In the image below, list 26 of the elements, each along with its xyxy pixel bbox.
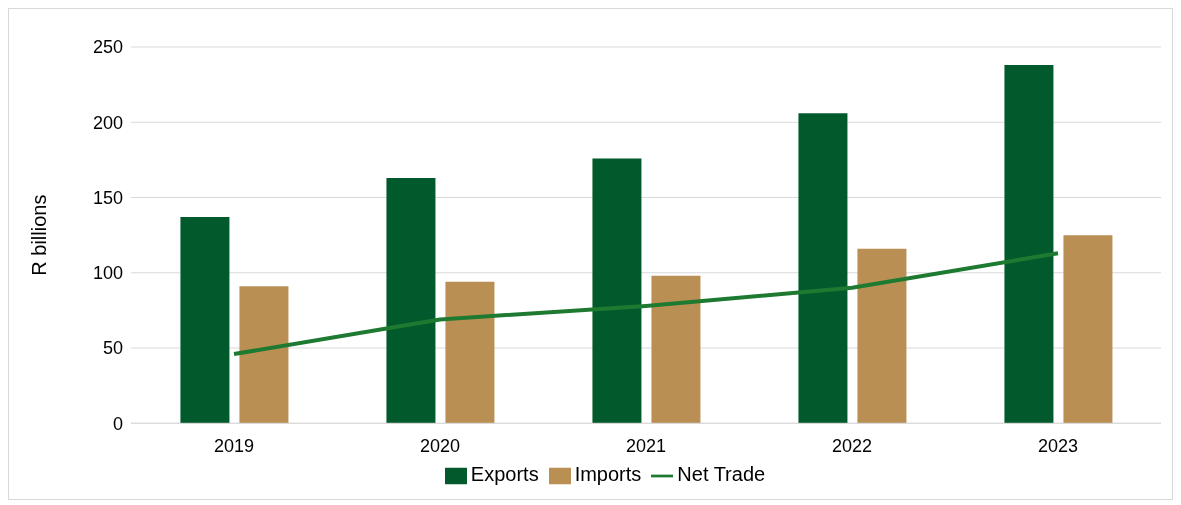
- x-tick-label: 2023: [1037, 436, 1079, 457]
- x-tick-label: 2021: [625, 436, 667, 457]
- bar: [239, 286, 289, 424]
- bar: [592, 158, 642, 424]
- legend-label: Imports: [574, 463, 642, 486]
- y-tick-label: 200: [92, 112, 123, 133]
- bar: [386, 177, 436, 424]
- line-series: [232, 251, 1060, 357]
- y-axis-title: R billions: [28, 194, 51, 276]
- legend-label: Exports: [470, 463, 539, 486]
- y-tick-label: 150: [92, 187, 123, 208]
- x-tick-label: 2019: [213, 436, 255, 457]
- x-tick-label: 2020: [419, 436, 461, 457]
- y-tick-label: 250: [92, 37, 123, 58]
- bar: [445, 281, 495, 424]
- bar: [651, 275, 701, 424]
- bar: [798, 113, 848, 424]
- y-tick-label: 0: [112, 413, 123, 434]
- bar: [1063, 235, 1113, 424]
- bar: [857, 248, 907, 424]
- y-tick-label: 50: [102, 338, 123, 359]
- x-tick-label: 2022: [831, 436, 873, 457]
- legend-label: Net Trade: [677, 463, 766, 486]
- bar: [180, 217, 230, 424]
- bar: [1004, 65, 1054, 424]
- y-tick-label: 100: [92, 263, 123, 284]
